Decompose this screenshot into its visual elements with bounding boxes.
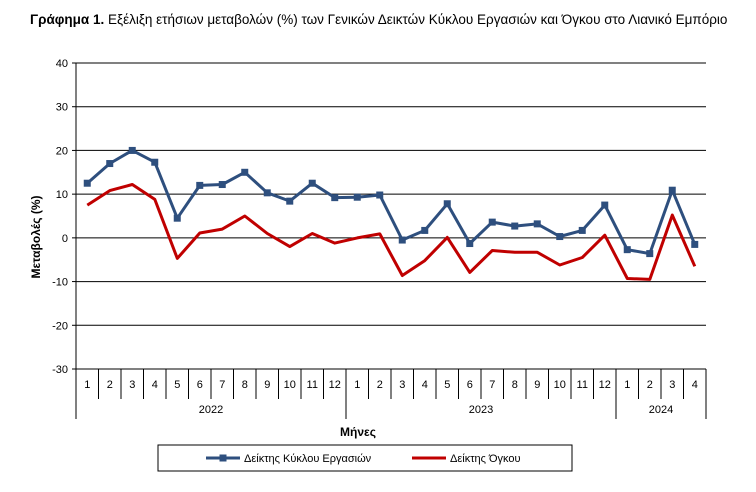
- x-tick-label: 11: [577, 379, 588, 391]
- series-marker-1: [421, 226, 429, 234]
- series-marker-1: [241, 168, 249, 176]
- x-group-label: 2022: [199, 404, 223, 416]
- x-tick-label: 2: [377, 379, 383, 391]
- y-tick-label: -10: [52, 277, 68, 289]
- x-tick-label: 9: [264, 379, 270, 391]
- x-tick-label: 1: [84, 379, 90, 391]
- x-tick-label: 1: [624, 379, 630, 391]
- series-marker-1: [668, 186, 676, 194]
- x-group-label: 2024: [649, 404, 673, 416]
- x-tick-label: 3: [129, 379, 135, 391]
- x-tick-label: 10: [554, 379, 566, 391]
- series-marker-1: [488, 218, 496, 226]
- x-axis-title: Μήνες: [340, 425, 376, 439]
- legend-swatch-marker: [219, 454, 227, 462]
- legend-label: Δείκτης Κύκλου Εργασιών: [244, 453, 372, 465]
- series-line-2: [86, 183, 697, 281]
- chart-title: Γράφημα 1. Εξέλιξη ετήσιων μεταβολών (%)…: [30, 12, 727, 27]
- x-tick-label: 5: [174, 379, 180, 391]
- series-marker-1: [308, 179, 316, 187]
- series-marker-1: [398, 236, 406, 244]
- y-tick-label: 30: [56, 102, 68, 114]
- series-marker-1: [578, 226, 586, 234]
- series-marker-1: [128, 146, 136, 154]
- series-marker-1: [556, 233, 564, 241]
- y-axis-tick-labels: -30 -20 -10 0 10 20 30 40: [52, 58, 68, 376]
- series-marker-1: [691, 240, 699, 248]
- y-tick-label: 10: [56, 189, 68, 201]
- x-tick-label: 12: [599, 379, 611, 391]
- series-marker-1: [196, 181, 204, 189]
- series-marker-1: [263, 189, 271, 197]
- x-tick-label: 8: [242, 379, 248, 391]
- series-marker-1: [218, 181, 226, 189]
- chart-title-prefix: Γράφημα 1.: [30, 12, 105, 27]
- y-tick-label: -30: [52, 364, 68, 376]
- series-marker-1: [533, 220, 541, 228]
- x-tick-label: 6: [197, 379, 203, 391]
- series-marker-1: [331, 194, 339, 202]
- chart-title-text: Εξέλιξη ετήσιων μεταβολών (%) των Γενικώ…: [108, 12, 728, 27]
- series-marker-1: [376, 191, 384, 199]
- series-marker-1: [173, 214, 181, 222]
- legend: Δείκτης Κύκλου Εργασιών Δείκτης Όγκου: [157, 444, 573, 472]
- x-tick-label: 3: [399, 379, 405, 391]
- series-marker-1: [623, 246, 631, 254]
- series-line-1: [86, 148, 697, 256]
- x-tick-label: 7: [219, 379, 225, 391]
- y-tick-label: -20: [52, 320, 68, 332]
- series-layer: [83, 146, 699, 281]
- x-tick-label: 10: [284, 379, 296, 391]
- x-tick-label: 4: [692, 379, 698, 391]
- series-marker-1: [286, 197, 294, 205]
- series-marker-1: [83, 179, 91, 187]
- series-marker-1: [353, 193, 361, 201]
- x-tick-label: 4: [422, 379, 428, 391]
- series-marker-1: [646, 250, 654, 258]
- x-group-label: 2023: [469, 404, 493, 416]
- x-tick-label: 2: [107, 379, 113, 391]
- x-tick-label: 2: [647, 379, 653, 391]
- y-tick-label: 40: [56, 58, 68, 70]
- x-tick-label: 8: [512, 379, 518, 391]
- y-tick-label: 20: [56, 145, 68, 157]
- x-tick-label: 6: [467, 379, 473, 391]
- series-marker-1: [466, 240, 474, 248]
- series-marker-1: [601, 201, 609, 209]
- x-tick-label: 7: [489, 379, 495, 391]
- x-tick-label: 1: [354, 379, 360, 391]
- series-marker-1: [151, 158, 159, 166]
- x-tick-label: 12: [329, 379, 341, 391]
- series-marker-1: [511, 222, 519, 230]
- x-tick-label: 11: [307, 379, 318, 391]
- series-marker-1: [106, 160, 114, 168]
- x-tick-label: 4: [152, 379, 158, 391]
- y-axis-title: Μεταβολές (%): [29, 195, 43, 278]
- series-marker-1: [443, 200, 451, 208]
- x-tick-label: 3: [669, 379, 675, 391]
- legend-label: Δείκτης Όγκου: [450, 453, 521, 465]
- x-tick-label: 5: [444, 379, 450, 391]
- x-tick-label: 9: [534, 379, 540, 391]
- y-tick-label: 0: [62, 233, 68, 245]
